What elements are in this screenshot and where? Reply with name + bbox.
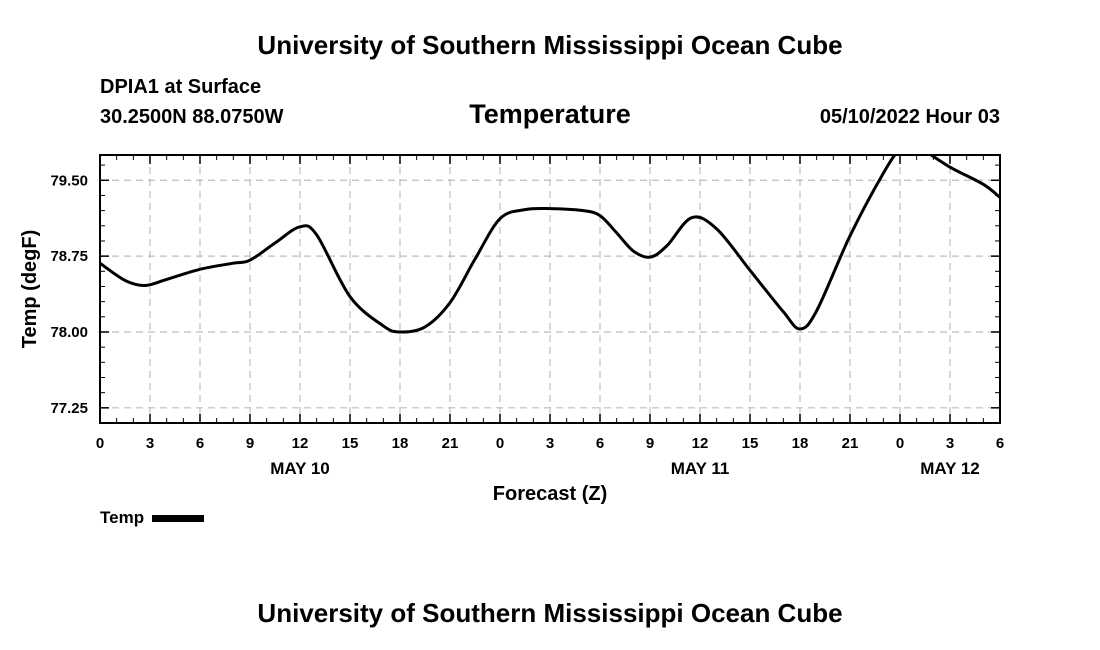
date-label: MAY 11: [671, 459, 730, 478]
y-axis-title: Temp (degF): [19, 230, 41, 349]
x-tick-label: 9: [646, 435, 654, 452]
series-line-temp: [100, 155, 1000, 334]
x-tick-label: 9: [246, 435, 254, 452]
y-tick-label: 78.75: [50, 248, 88, 265]
datetime-label: 05/10/2022 Hour 03: [819, 106, 1000, 128]
date-label: MAY 10: [270, 459, 330, 478]
x-tick-label: 3: [946, 435, 954, 452]
x-tick-label: 18: [792, 435, 809, 452]
x-tick-label: 15: [742, 435, 759, 452]
coordinates-label: 30.2500N 88.0750W: [100, 106, 284, 128]
chart-bottom-title: University of Southern Mississippi Ocean…: [257, 598, 843, 628]
x-tick-label: 21: [842, 435, 859, 452]
x-tick-label: 15: [342, 435, 359, 452]
x-tick-label: 3: [546, 435, 554, 452]
legend-label: Temp: [100, 508, 145, 527]
y-tick-label: 78.00: [50, 324, 88, 341]
variable-title: Temperature: [469, 99, 631, 129]
chart-top-title: University of Southern Mississippi Ocean…: [257, 30, 843, 60]
x-tick-label: 6: [596, 435, 604, 452]
x-tick-label: 18: [392, 435, 409, 452]
x-tick-label: 0: [96, 435, 104, 452]
x-tick-label: 6: [996, 435, 1004, 452]
series-layer: [100, 155, 1000, 334]
x-tick-label: 6: [196, 435, 204, 452]
y-tick-label: 79.50: [50, 172, 88, 189]
x-tick-label: 12: [292, 435, 309, 452]
x-tick-label: 21: [442, 435, 459, 452]
x-axis-title: Forecast (Z): [493, 483, 607, 505]
grid: [100, 155, 1000, 423]
x-tick-label: 12: [692, 435, 709, 452]
y-tick-label: 77.25: [50, 400, 88, 417]
date-label: MAY 12: [920, 459, 980, 478]
legend: Temp: [100, 508, 205, 528]
legend-swatch: [152, 514, 205, 522]
station-label: DPIA1 at Surface: [100, 76, 262, 98]
x-tick-label: 0: [496, 435, 504, 452]
ticks: 0 3 6 9 12 15 18 21 0 3 6 9 12 15 18 21 0 3 6 MAY 10 MAY 11 M…: [50, 155, 1004, 478]
x-tick-label: 0: [896, 435, 904, 452]
x-tick-label: 3: [146, 435, 154, 452]
